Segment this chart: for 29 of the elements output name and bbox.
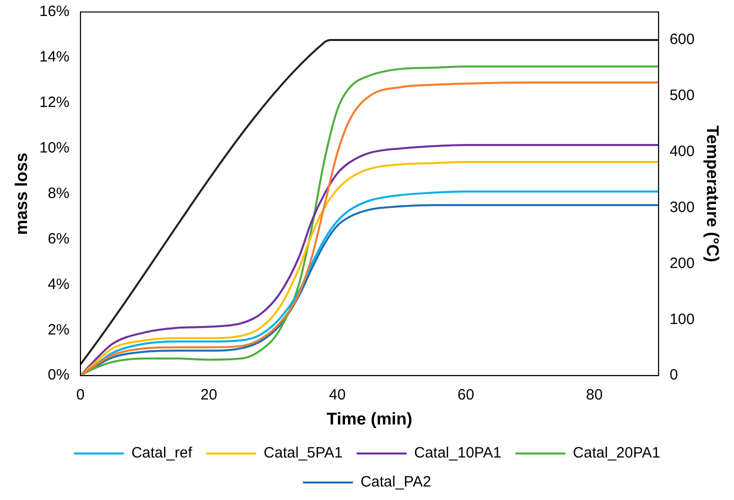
y-tick-label: 6%	[48, 230, 70, 248]
y-tick-label: 10%	[39, 139, 70, 156]
legend-label: Catal_10PA1	[414, 444, 502, 462]
legend-label: Catal_5PA1	[264, 444, 343, 462]
y-tick-label: 8%	[48, 184, 70, 202]
legend-label: Catal_ref	[131, 444, 194, 462]
y2-tick-label: 100	[670, 310, 695, 328]
legend-label: Catal_PA2	[360, 474, 432, 491]
x-axis-title: Time (min)	[326, 409, 412, 428]
y-tick-label: 14%	[39, 48, 70, 66]
y-tick-label: 0%	[48, 366, 70, 384]
y2-tick-label: 400	[670, 142, 695, 160]
y2-axis-title: Temperature (°C)	[703, 125, 722, 262]
y2-tick-label: 500	[670, 87, 695, 104]
x-tick-label: 40	[329, 386, 346, 404]
y-axis-title: mass loss	[12, 152, 31, 235]
y2-tick-label: 600	[670, 31, 695, 48]
y2-tick-label: 300	[670, 198, 695, 216]
x-tick-label: 20	[200, 386, 218, 404]
x-tick-label: 0	[76, 386, 85, 404]
y-tick-label: 4%	[48, 276, 70, 293]
y-tick-label: 16%	[39, 3, 70, 20]
y-tick-label: 2%	[48, 321, 70, 338]
legend-label: Catal_20PA1	[572, 444, 660, 462]
y-tick-label: 12%	[39, 94, 70, 112]
x-tick-label: 60	[458, 386, 474, 404]
y2-tick-label: 0	[670, 366, 678, 384]
x-tick-label: 80	[586, 386, 603, 404]
y2-tick-label: 200	[670, 254, 695, 272]
